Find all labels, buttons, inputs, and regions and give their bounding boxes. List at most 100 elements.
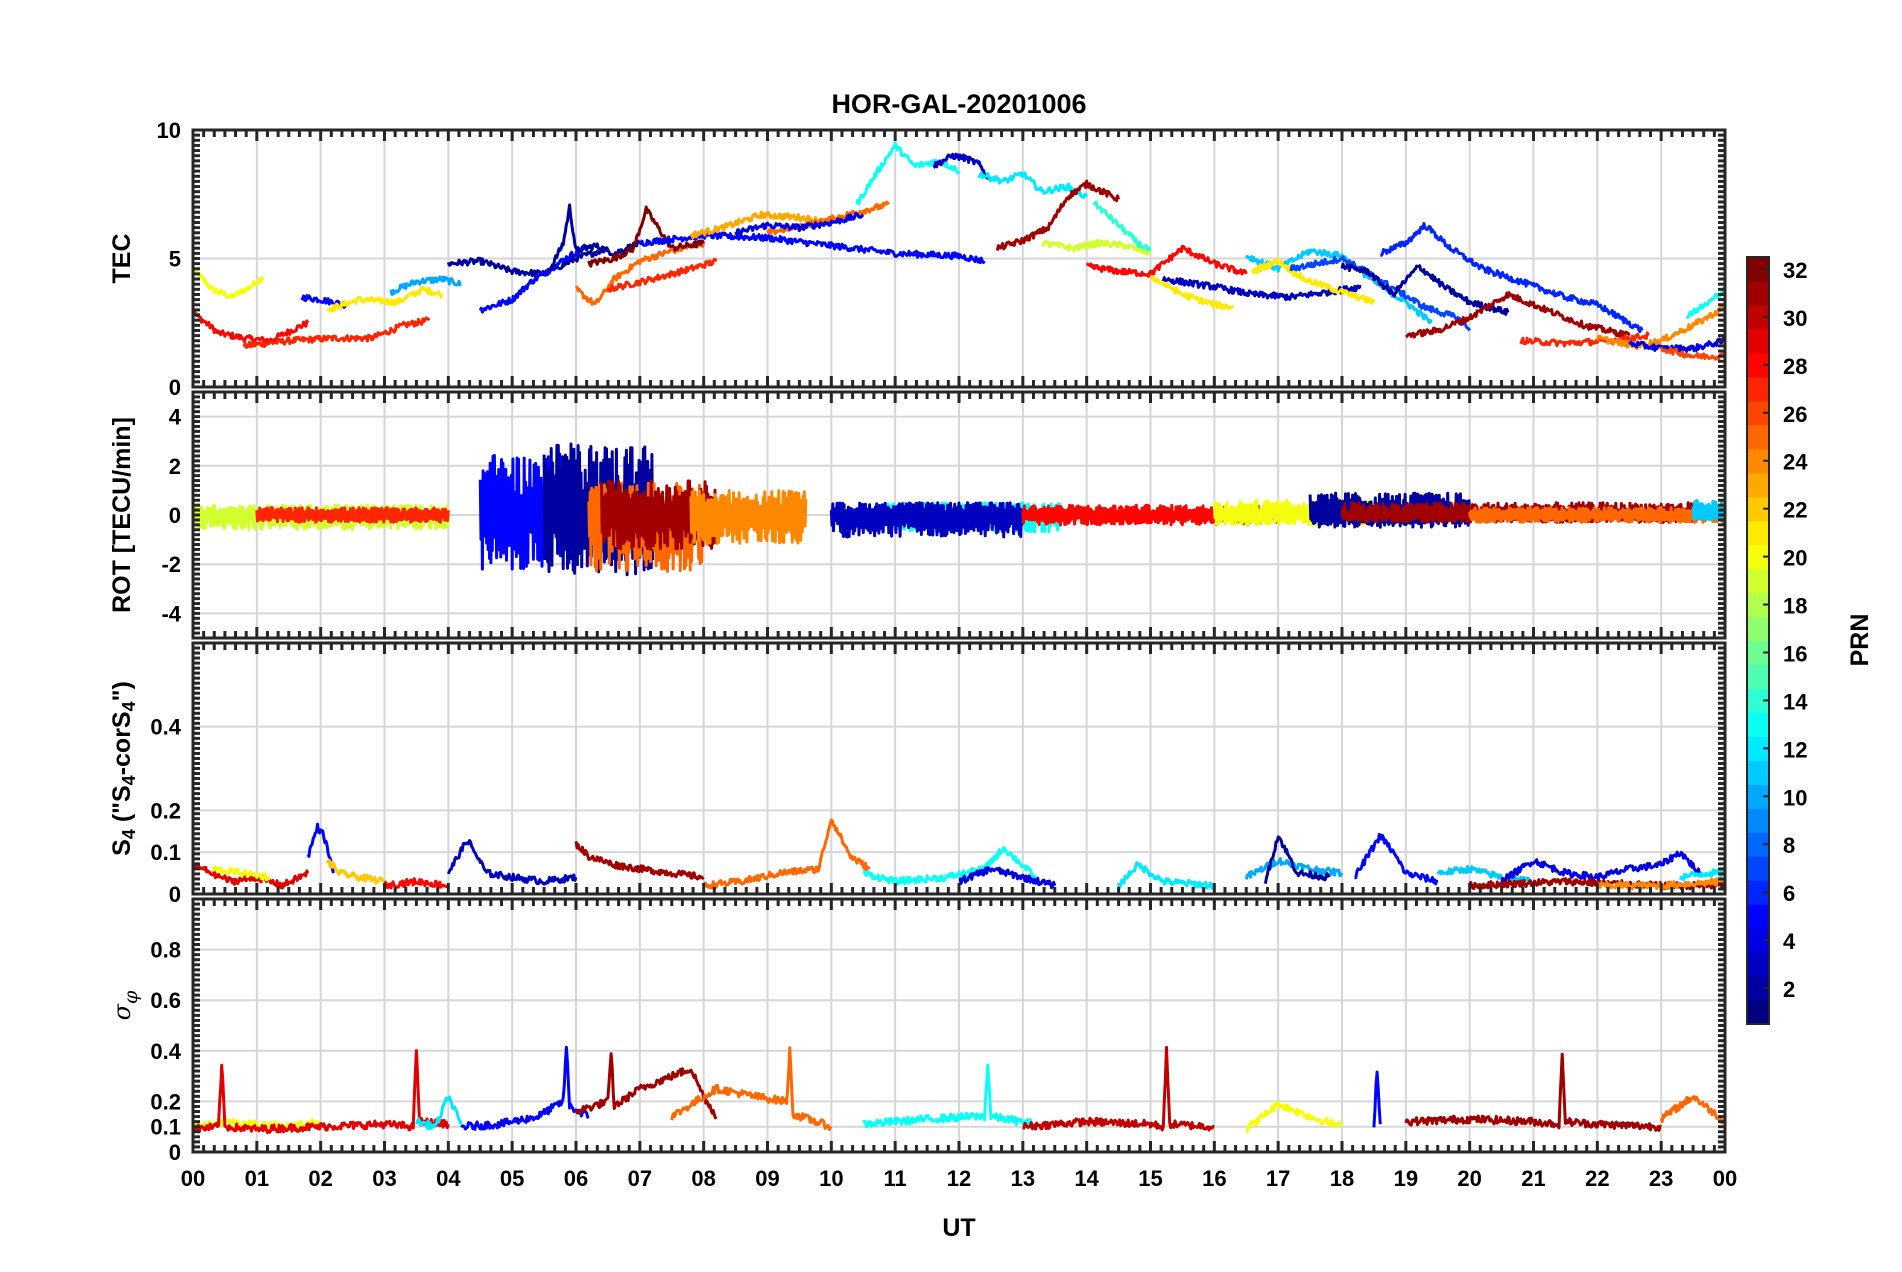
series-line-prn-12 [977,171,1089,199]
series-line-prn-25 [1468,506,1725,524]
series-line-prn-28 [1085,244,1248,278]
y-tick-label: 0.6 [150,988,181,1013]
x-tick-label: 04 [436,1166,461,1191]
x-tick-label: 07 [628,1166,652,1191]
minor-ticks [191,128,1727,389]
series-line-prn-5 [1372,1070,1382,1128]
minor-ticks [191,390,1727,640]
series-line-prn-3 [829,501,1025,539]
series-line-prn-26 [1659,346,1725,361]
y-tick-label: 2 [169,454,181,479]
colorbar-swatch [1747,712,1769,737]
colorbar-swatch [1747,520,1769,546]
x-tick-label: 00 [181,1166,205,1191]
colorbar-tick-label: 6 [1783,881,1795,906]
series-line-prn-20 [211,865,271,882]
colorbar-tick-label: 18 [1783,594,1807,619]
series-line-prn-5 [460,1045,590,1131]
colorbar-tick-label: 14 [1783,689,1808,714]
x-tick-label: 15 [1138,1166,1162,1191]
series-line-prn-27 [606,257,718,293]
x-tick-label: 21 [1521,1166,1545,1191]
y-tick-label: 0 [169,375,181,400]
colorbar-swatch [1747,664,1769,690]
series-line-prn-28 [193,310,310,344]
colorbar-swatch [1747,640,1769,666]
y-axis-label: σφ [108,990,142,1020]
colorbar-swatch [1747,352,1769,378]
y-axis-label: S4 ("S4-corS4") [108,681,139,856]
colorbar-swatch [1747,472,1769,498]
y-tick-label: 0.1 [150,840,181,865]
colorbar-tick-label: 12 [1783,737,1807,762]
colorbar-swatch [1747,784,1769,809]
series-line-prn-21 [1149,274,1235,311]
colorbar-tick-label: 16 [1783,641,1807,666]
x-tick-label: 16 [1202,1166,1226,1191]
series-line-prn-27 [242,316,431,349]
colorbar-swatch [1747,544,1769,570]
series-line-prn-24 [689,489,808,546]
x-tick-label: 19 [1394,1166,1418,1191]
colorbar-tick-label: 30 [1783,306,1807,331]
series-group [193,141,1725,361]
series-line-prn-25 [1659,1095,1725,1125]
colorbar-tick-label: 20 [1783,546,1807,571]
series-line-prn-11 [1691,499,1725,522]
series-line-prn-2 [1340,262,1510,316]
colorbar-swatch [1747,496,1769,522]
series-line-prn-19 [1041,238,1151,256]
colorbar-swatch [1747,832,1769,857]
series-line-prn-21 [326,286,444,313]
colorbar-swatch [1747,856,1769,881]
colorbar-swatch [1747,736,1769,761]
minor-ticks [191,641,1727,896]
x-tick-label: 00 [1713,1166,1737,1191]
y-axis-label: TEC [108,234,136,284]
colorbar-swatch [1747,616,1769,642]
colorbar-swatch [1747,257,1769,282]
colorbar-swatch [1747,688,1769,714]
series-line-prn-31 [995,179,1121,251]
colorbar-swatch [1747,952,1769,977]
y-tick-label: 0.8 [150,938,181,963]
y-tick-label: 0 [169,503,181,528]
x-tick-label: 02 [308,1166,332,1191]
series-line-prn-29 [193,1049,450,1135]
colorbar-tick-label: 4 [1783,929,1796,954]
y-tick-label: -4 [161,601,181,626]
series-line-prn-25 [574,240,706,306]
series-line-prn-22 [325,858,386,885]
colorbar-tick-label: 22 [1783,498,1807,523]
colorbar-swatch [1747,328,1769,354]
series-line-prn-5 [300,294,348,309]
series-line-prn-30 [1022,1045,1215,1132]
x-tick-label: 13 [1011,1166,1035,1191]
series-line-prn-29 [193,862,310,890]
series-line-prn-27 [255,506,450,524]
colorbar-swatch [1747,1000,1769,1025]
y-tick-label: 0.2 [150,798,181,823]
series-line-prn-13 [855,141,961,206]
series-line-prn-13 [862,846,1037,886]
colorbar-tick-label: 24 [1783,450,1808,475]
x-tick-label: 06 [564,1166,588,1191]
series-line-prn-20 [1244,1100,1344,1134]
series-line-prn-2 [1263,835,1331,884]
y-tick-label: 0.4 [150,715,181,740]
colorbar-swatch [1747,280,1769,306]
colorbar-tick-label: 28 [1783,354,1807,379]
colorbar-tick-label: 2 [1783,977,1795,1002]
series-line-prn-2 [446,246,610,278]
colorbar-swatch [1747,880,1769,905]
y-axis-label: ROT [TECU/min] [108,417,136,613]
x-axis-label: UT [942,1214,975,1242]
colorbar-tick-label: 8 [1783,833,1795,858]
series-line-prn-31 [1405,291,1631,339]
series-line-prn-3 [1161,276,1362,301]
y-tick-label: 0.2 [150,1089,181,1114]
y-tick-label: 4 [169,405,182,430]
colorbar-label: PRN [1846,614,1874,667]
series-line-prn-11 [1245,248,1433,325]
series-line-prn-25 [670,1046,833,1131]
